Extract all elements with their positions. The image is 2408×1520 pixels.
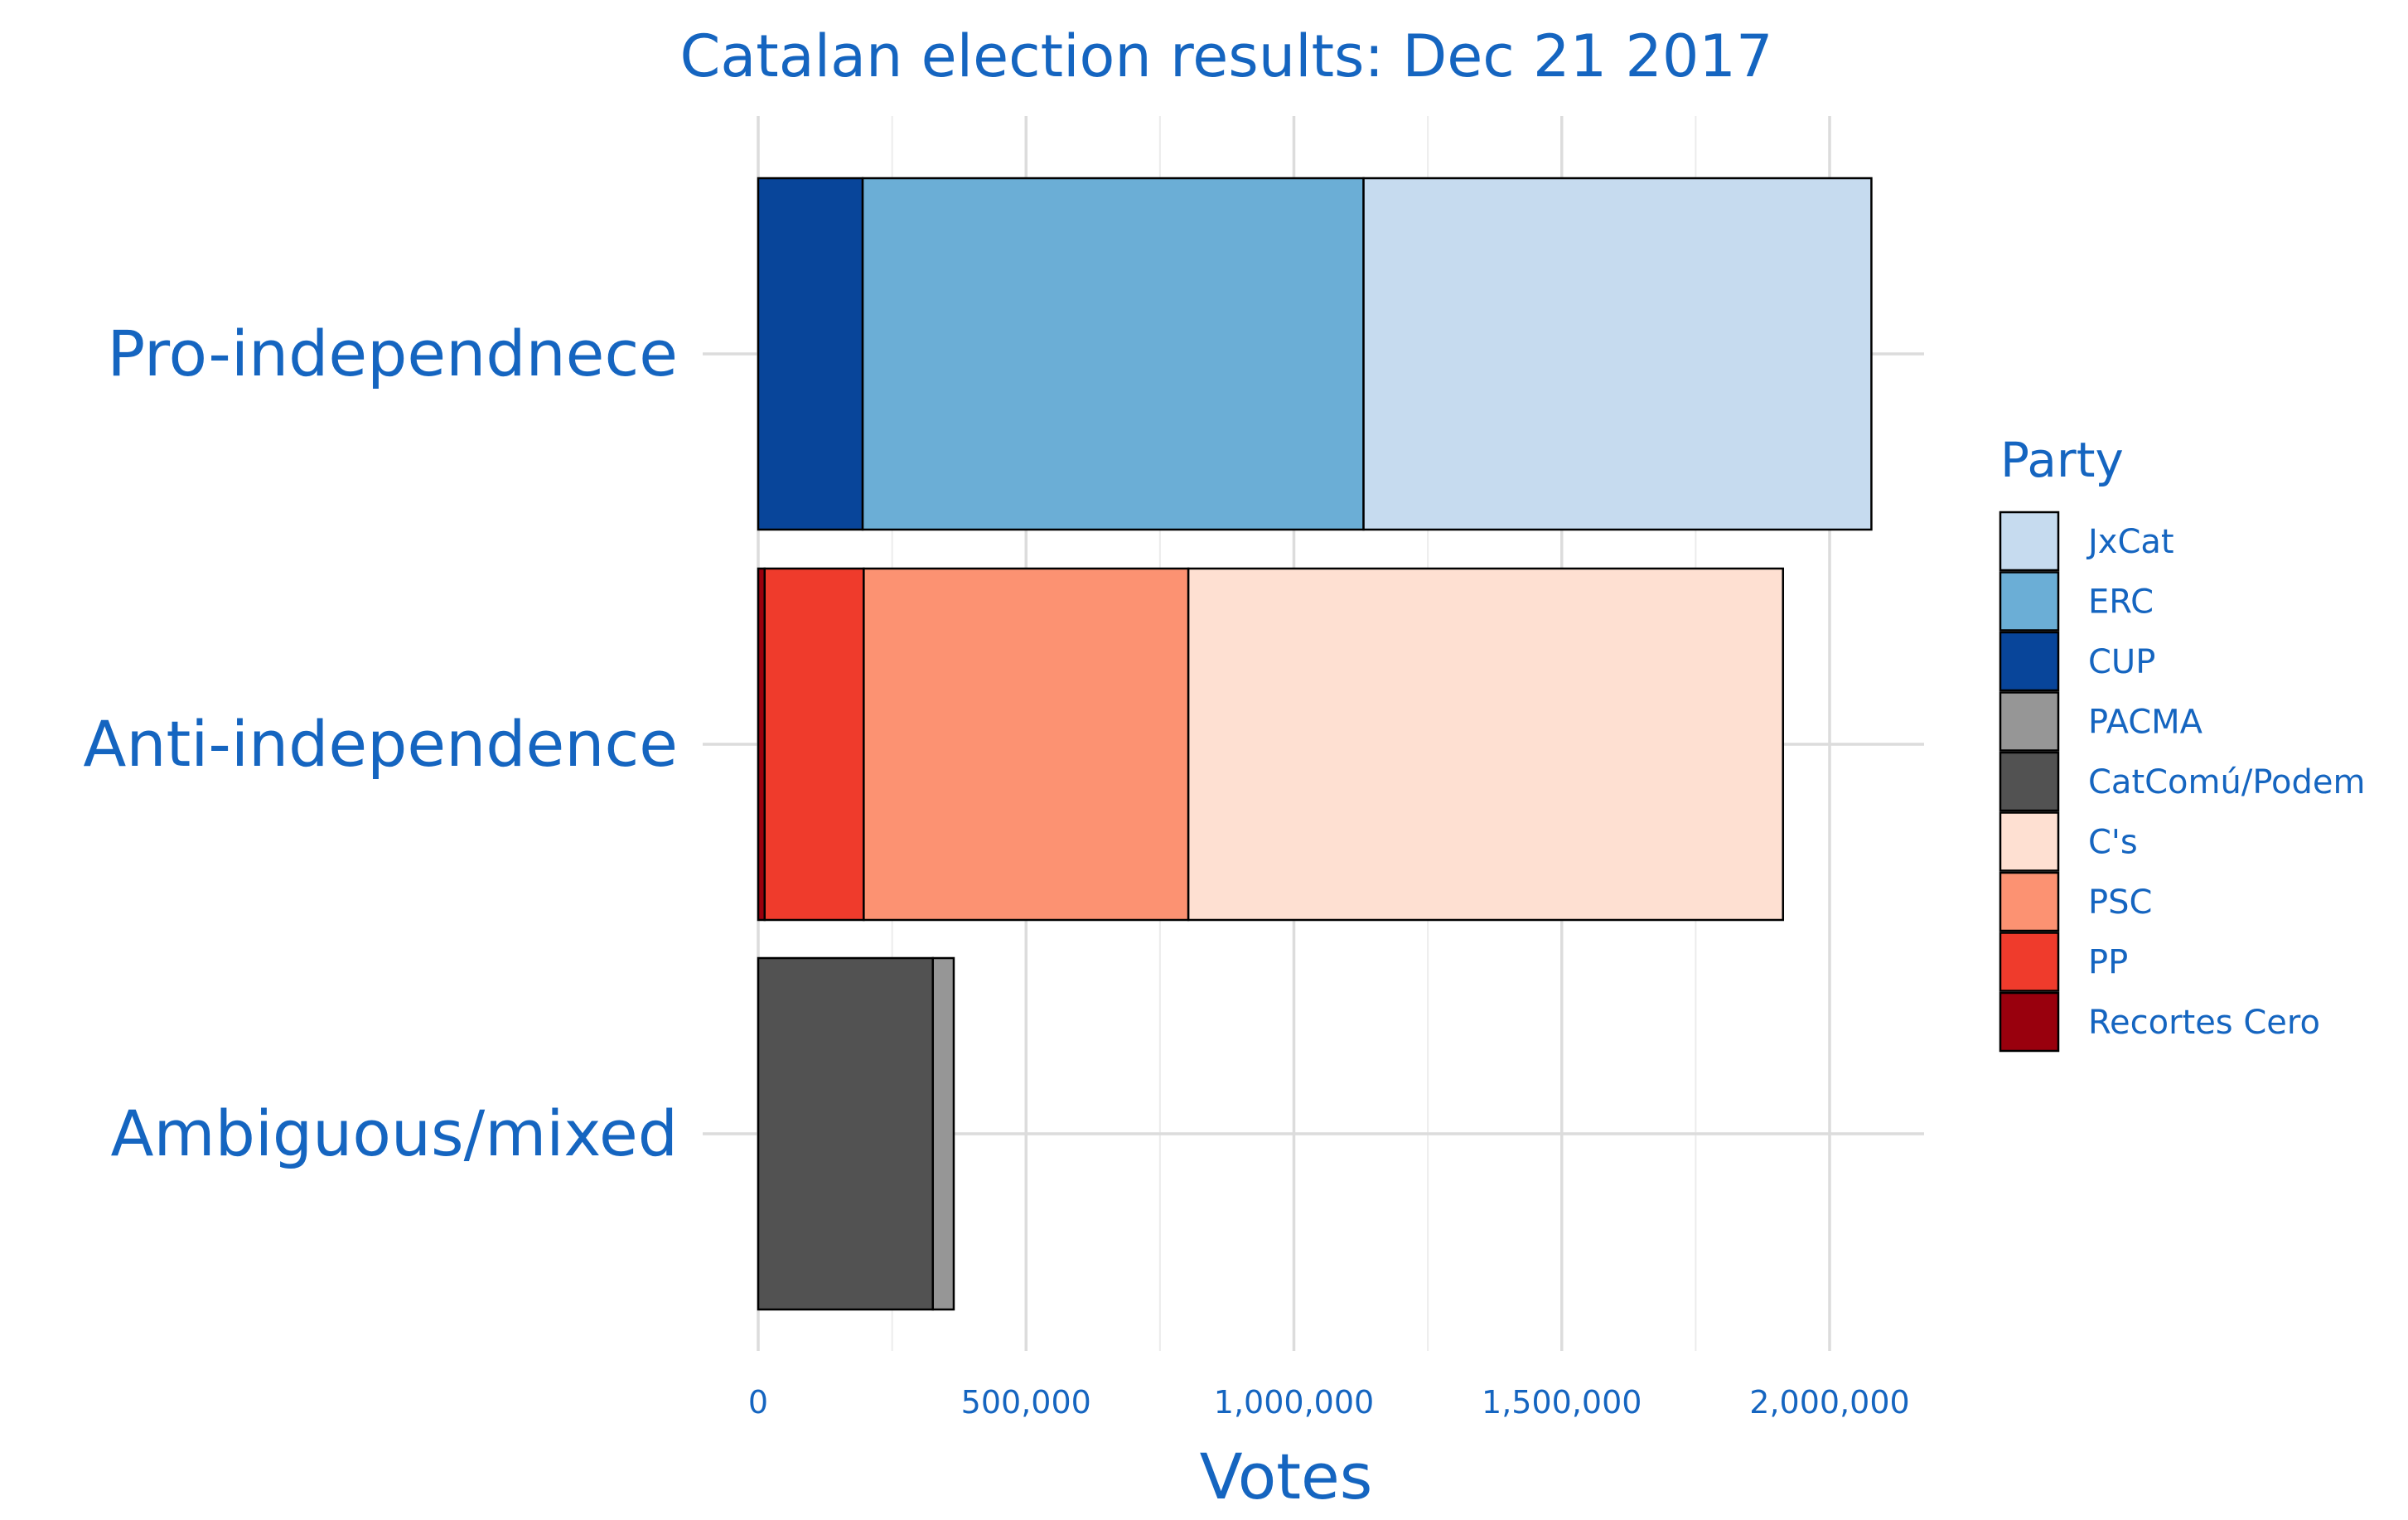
legend: Party JxCat ERC CUP PACMA CatComú/Podem C's PS… [1999,432,2365,1053]
legend-key [1999,871,2060,932]
x-tick-label: 2,000,000 [1749,1384,1909,1421]
x-tick-label: 0 [748,1384,768,1421]
category-labels: Pro-independnece Anti-independence Ambiguo… [83,317,678,1170]
legend-key [1999,571,2060,632]
legend-title: Party [2000,432,2124,488]
bar-segment-pacma [931,956,955,1311]
legend-key [1999,511,2060,572]
legend-label: PP [2088,944,2128,982]
bar-segment-c-s [1187,567,1785,922]
x-axis-label: Votes [1200,1440,1373,1513]
chart-title: Catalan election results: Dec 21 2017 [680,22,1773,90]
legend-key [1999,991,2060,1053]
legend-label: Recortes Cero [2088,1004,2320,1042]
stacked-bars [757,177,1873,1311]
legend-key [1999,811,2060,872]
bar-segment-catcom-podem [757,956,935,1311]
category-label: Anti-independence [83,707,678,781]
legend-label: PACMA [2088,704,2203,742]
bar-segment-cup [757,177,864,531]
legend-label: PSC [2088,883,2152,922]
legend-key [1999,691,2060,752]
category-label: Ambiguous/mixed [111,1096,678,1170]
legend-label: ERC [2088,583,2154,622]
x-tick-labels: 0 500,000 1,000,000 1,500,000 2,000,000 [748,1384,1910,1421]
legend-label: C's [2088,824,2138,862]
x-tick-label: 500,000 [961,1384,1091,1421]
x-tick-label: 1,000,000 [1214,1384,1374,1421]
legend-key [1999,932,2060,992]
legend-label: CatComú/Podem [2088,763,2365,801]
bar-segment-erc [861,177,1365,531]
category-label: Pro-independnece [107,317,678,390]
bar-segment-psc [863,567,1190,922]
legend-key [1999,751,2060,812]
x-tick-label: 1,500,000 [1482,1384,1642,1421]
bar-segment-jxcat [1362,177,1873,531]
legend-label: CUP [2088,643,2155,681]
bar-segment-pp [763,567,865,922]
legend-label: JxCat [2086,523,2174,561]
legend-key [1999,631,2060,692]
